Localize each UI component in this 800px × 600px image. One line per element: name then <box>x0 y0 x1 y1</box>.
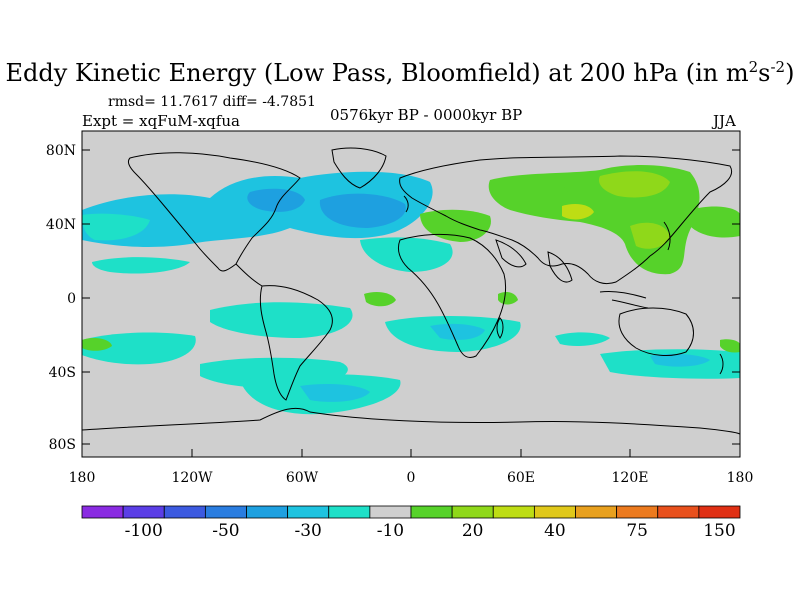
region-central-asia-yellow <box>562 204 594 220</box>
region-cyan-west-pacific <box>82 213 150 241</box>
region-north-pacific-green <box>690 206 740 238</box>
colorbar-tick-label: -100 <box>125 521 163 541</box>
lon-label-120e: 120E <box>612 470 649 486</box>
chart-title: Eddy Kinetic Energy (Low Pass, Bloomfiel… <box>5 58 795 87</box>
colorbar-swatch <box>698 505 741 519</box>
region-south-pacific-green <box>82 338 112 351</box>
coast-india <box>547 251 573 283</box>
colorbar-tick-label: 20 <box>462 521 484 541</box>
coast-japan <box>663 221 671 251</box>
colorbar-swatch <box>328 505 371 519</box>
region-south-pacific <box>210 302 353 338</box>
colorbar-swatch <box>369 505 412 519</box>
region-central-pacific <box>92 257 190 274</box>
lat-label-40s: 40S <box>49 365 76 381</box>
colorbar-tick-label: 40 <box>544 521 566 541</box>
coast-indonesia <box>599 291 649 309</box>
colorbar-swatch <box>122 505 165 519</box>
region-tropical-atlantic-green <box>364 292 396 307</box>
coast-south-america <box>259 285 333 401</box>
region-south-indian-core <box>430 323 485 340</box>
colorbar <box>81 505 741 519</box>
region-atlantic-tropical <box>360 237 453 272</box>
lon-label-0: 0 <box>407 470 416 486</box>
region-southern-ocean-core <box>300 384 370 402</box>
lat-label-80n: 80N <box>46 143 76 159</box>
coast-uk <box>403 195 409 213</box>
region-south-east-pacific <box>555 332 610 346</box>
lon-label-60e: 60E <box>507 470 535 486</box>
region-southern-ocean-pacific-core <box>650 353 710 367</box>
lon-label-120w: 120W <box>171 470 213 486</box>
lon-label-60w: 60W <box>286 470 319 486</box>
lon-ticks <box>81 449 741 457</box>
lat-ticks <box>82 149 740 445</box>
coast-antarctica <box>82 407 740 435</box>
region-north-atlantic-core <box>319 193 406 228</box>
lat-label-eq: 0 <box>67 291 76 307</box>
season-label: JJA <box>713 112 736 130</box>
coast-arabia <box>495 239 527 268</box>
experiment-label: Expt = xqFuM-xqfua <box>82 112 240 130</box>
colorbar-tick-label: -50 <box>212 521 239 541</box>
colorbar-swatch <box>616 505 659 519</box>
colorbar-swatch <box>575 505 618 519</box>
colorbar-tick-label: 75 <box>626 521 648 541</box>
stats-label: rmsd= 11.7617 diff= -4.7851 <box>108 94 316 110</box>
colorbar-tick-label: 150 <box>703 521 735 541</box>
colorbar-swatch <box>492 505 535 519</box>
colorbar-swatch <box>287 505 330 519</box>
colorbar-swatch <box>451 505 494 519</box>
region-north-pacific <box>82 171 433 247</box>
region-africa-green <box>498 292 518 305</box>
region-south-pacific-west <box>82 332 196 365</box>
colorbar-swatch <box>163 505 206 519</box>
colorbar-labels: -100 -50 -30 -10 20 40 75 150 <box>125 521 736 541</box>
lat-label-80s: 80S <box>49 437 76 453</box>
lon-label-180w: 180 <box>69 470 96 486</box>
lon-label-180e: 180 <box>727 470 754 486</box>
colorbar-swatch <box>246 505 289 519</box>
region-eurasia-core <box>598 171 670 198</box>
coast-africa <box>397 233 507 359</box>
colorbar-swatch <box>81 505 124 519</box>
coast-australia <box>618 307 694 356</box>
period-label: 0576kyr BP - 0000kyr BP <box>330 106 523 124</box>
coast-new-zealand <box>719 353 724 375</box>
coast-greenland <box>331 147 387 189</box>
coast-madagascar <box>496 317 504 339</box>
colorbar-swatch <box>657 505 700 519</box>
colorbar-swatch <box>533 505 576 519</box>
coast-central-america <box>235 263 263 287</box>
region-south-east-green <box>720 339 740 353</box>
colorbar-swatch <box>410 505 453 519</box>
coast-eurasia <box>399 155 732 285</box>
region-greenland-green <box>490 182 570 198</box>
region-east-asia-core <box>630 222 670 249</box>
colorbar-swatch <box>204 505 247 519</box>
colorbar-tick-label: -30 <box>294 521 321 541</box>
coastlines <box>82 147 740 435</box>
coast-north-america <box>127 152 301 272</box>
lat-label-40n: 40N <box>46 217 76 233</box>
colorbar-tick-label: -10 <box>377 521 404 541</box>
region-north-pacific-core <box>247 188 305 212</box>
